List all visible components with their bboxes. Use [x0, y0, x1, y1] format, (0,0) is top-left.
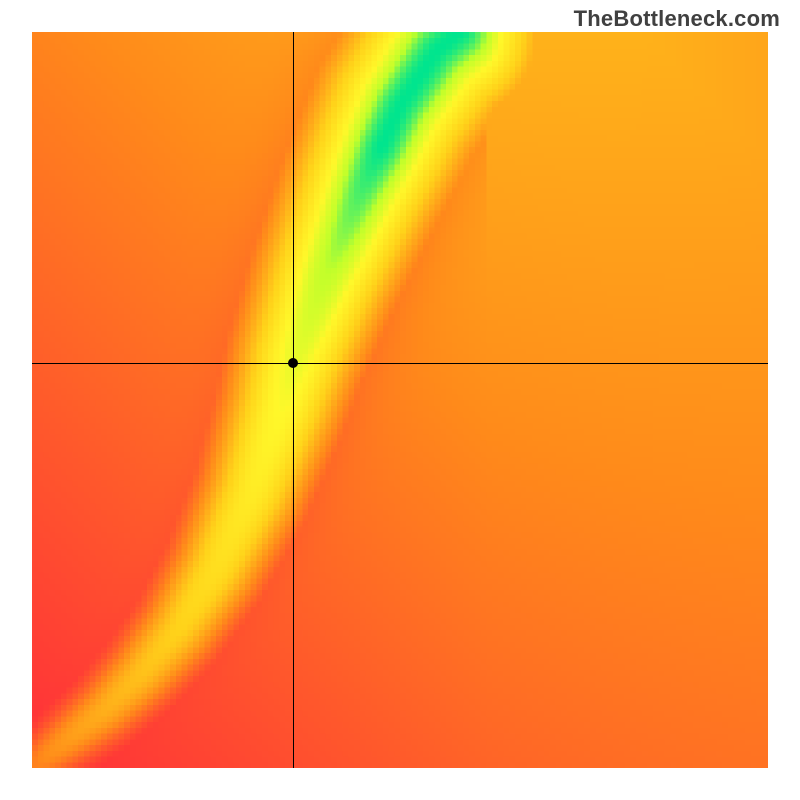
chart-container: TheBottleneck.com [0, 0, 800, 800]
plot-frame [32, 32, 768, 768]
crosshair-vertical [293, 32, 294, 768]
attribution-text: TheBottleneck.com [574, 6, 780, 32]
bottleneck-heatmap [32, 32, 768, 768]
crosshair-horizontal [32, 363, 768, 364]
data-point-marker [288, 358, 298, 368]
